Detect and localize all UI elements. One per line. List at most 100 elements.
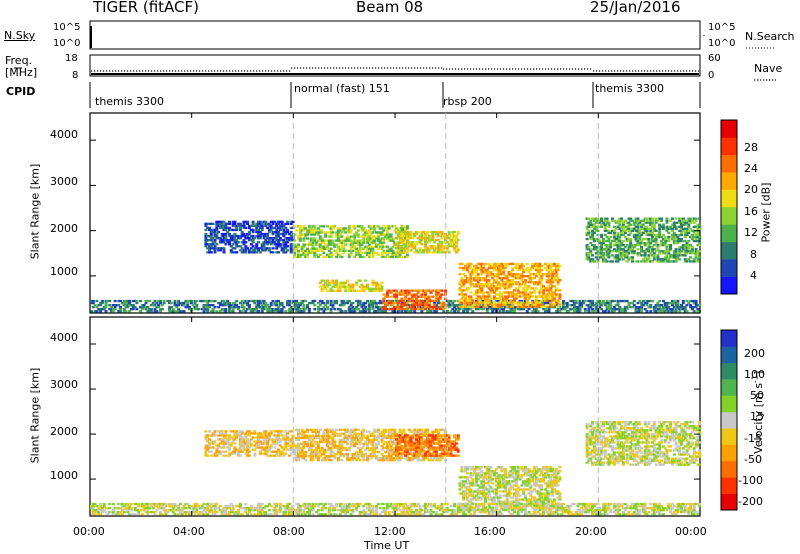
power-heatmap-cell: [683, 235, 687, 239]
power-heatmap-cell: [240, 299, 244, 303]
power-heatmap-cell: [660, 242, 664, 245]
power-heatmap-cell: [297, 306, 300, 309]
power-heatmap-cell: [464, 297, 467, 300]
power-heatmap-cell: [422, 237, 426, 240]
power-heatmap-cell: [266, 241, 270, 244]
power-heatmap-cell: [609, 299, 613, 303]
power-heatmap-cell: [665, 225, 669, 228]
power-heatmap-cell: [485, 273, 489, 276]
power-heatmap-cell: [694, 233, 698, 237]
power-heatmap-cell: [611, 239, 614, 243]
power-heatmap-cell: [405, 251, 409, 254]
power-heatmap-cell: [371, 255, 375, 259]
power-heatmap-cell: [616, 237, 620, 241]
power-heatmap-cell: [533, 281, 536, 284]
power-heatmap-cell: [297, 245, 300, 248]
power-heatmap-cell: [665, 250, 669, 253]
velocity-heatmap-cell: [168, 509, 172, 512]
power-heatmap-cell: [434, 304, 438, 307]
velocity-heatmap-cell: [295, 511, 299, 514]
power-heatmap-cell: [591, 229, 595, 232]
power-heatmap-cell: [665, 227, 669, 230]
power-heatmap-cell: [596, 260, 600, 263]
power-heatmap-cell: [600, 248, 604, 251]
power-heatmap-cell: [335, 231, 339, 234]
power-heatmap-cell: [233, 222, 237, 225]
power-heatmap-cell: [396, 253, 400, 256]
velocity-heatmap-cell: [237, 513, 241, 516]
power-heatmap-cell: [507, 299, 511, 303]
power-heatmap-cell: [676, 235, 680, 239]
power-heatmap-cell: [353, 233, 357, 236]
power-heatmap-cell: [295, 299, 299, 303]
power-heatmap-cell: [349, 243, 353, 246]
power-heatmap-cell: [427, 308, 431, 311]
power-heatmap-cell: [233, 251, 237, 254]
power-heatmap-cell: [476, 277, 480, 280]
power-heatmap-cell: [696, 231, 700, 235]
power-heatmap-cell: [493, 262, 496, 266]
power-heatmap-cell: [640, 223, 644, 226]
power-heatmap-cell: [600, 244, 604, 247]
power-heatmap-cell: [513, 301, 516, 304]
power-heatmap-cell: [369, 233, 373, 236]
power-heatmap-cell: [366, 245, 369, 248]
power-heatmap-cell: [612, 299, 616, 303]
power-heatmap-cell: [587, 304, 591, 307]
power-heatmap-cell: [540, 285, 544, 288]
power-heatmap-cell: [476, 303, 480, 306]
power-heatmap-cell: [649, 231, 653, 235]
power-heatmap-cell: [407, 237, 411, 240]
velocity-heatmap-cell: [366, 502, 369, 506]
velocity-heatmap-cell: [120, 513, 124, 516]
power-heatmap-cell: [367, 310, 371, 313]
power-heatmap-cell: [616, 231, 620, 235]
power-heatmap-cell: [251, 220, 255, 223]
velocity-heatmap-cell: [404, 502, 408, 506]
power-heatmap-cell: [509, 270, 513, 274]
velocity-heatmap-cell: [297, 507, 300, 510]
power-heatmap-cell: [647, 242, 651, 245]
power-heatmap-cell: [217, 301, 221, 305]
power-heatmap-cell: [335, 249, 339, 252]
power-heatmap-cell: [458, 281, 462, 284]
power-heatmap-cell: [638, 308, 642, 311]
power-heatmap-cell: [424, 299, 427, 303]
power-heatmap-cell: [522, 289, 526, 292]
velocity-heatmap-cell: [589, 502, 593, 506]
velocity-heatmap-cell: [531, 502, 535, 506]
power-heatmap-cell: [329, 299, 333, 303]
velocity-heatmap-cell: [462, 511, 466, 514]
power-heatmap-cell: [400, 249, 404, 252]
power-heatmap-cell: [409, 237, 413, 240]
power-heatmap-cell: [347, 255, 351, 259]
power-heatmap-cell: [338, 229, 342, 232]
velocity-heatmap-cell: [215, 507, 219, 510]
power-heatmap-cell: [602, 299, 605, 303]
velocity-heatmap-cell: [556, 513, 560, 516]
velocity-heatmap-cell: [362, 505, 366, 508]
power-heatmap-cell: [327, 255, 331, 259]
power-heatmap-cell: [525, 262, 529, 266]
power-heatmap-cell: [277, 243, 280, 246]
power-heatmap-cell: [242, 308, 246, 311]
power-heatmap-cell: [356, 239, 360, 242]
velocity-heatmap-cell: [598, 507, 602, 510]
power-heatmap-cell: [502, 283, 506, 286]
power-heatmap-cell: [465, 262, 469, 266]
power-heatmap-cell: [355, 281, 359, 284]
velocity-heatmap-cell: [514, 507, 518, 510]
power-heatmap-cell: [631, 250, 634, 253]
power-heatmap-cell: [362, 239, 366, 242]
power-heatmap-cell: [233, 234, 237, 238]
power-heatmap-cell: [513, 277, 516, 280]
power-heatmap-cell: [434, 289, 438, 292]
velocity-heatmap-cell: [200, 505, 204, 508]
velocity-heatmap-cell: [382, 507, 386, 510]
velocity-heatmap-cell: [104, 511, 108, 514]
power-heatmap-cell: [465, 287, 469, 290]
power-heatmap-cell: [627, 225, 631, 228]
power-heatmap-cell: [335, 279, 339, 282]
power-heatmap-cell: [440, 241, 444, 244]
power-heatmap-cell: [696, 244, 700, 247]
